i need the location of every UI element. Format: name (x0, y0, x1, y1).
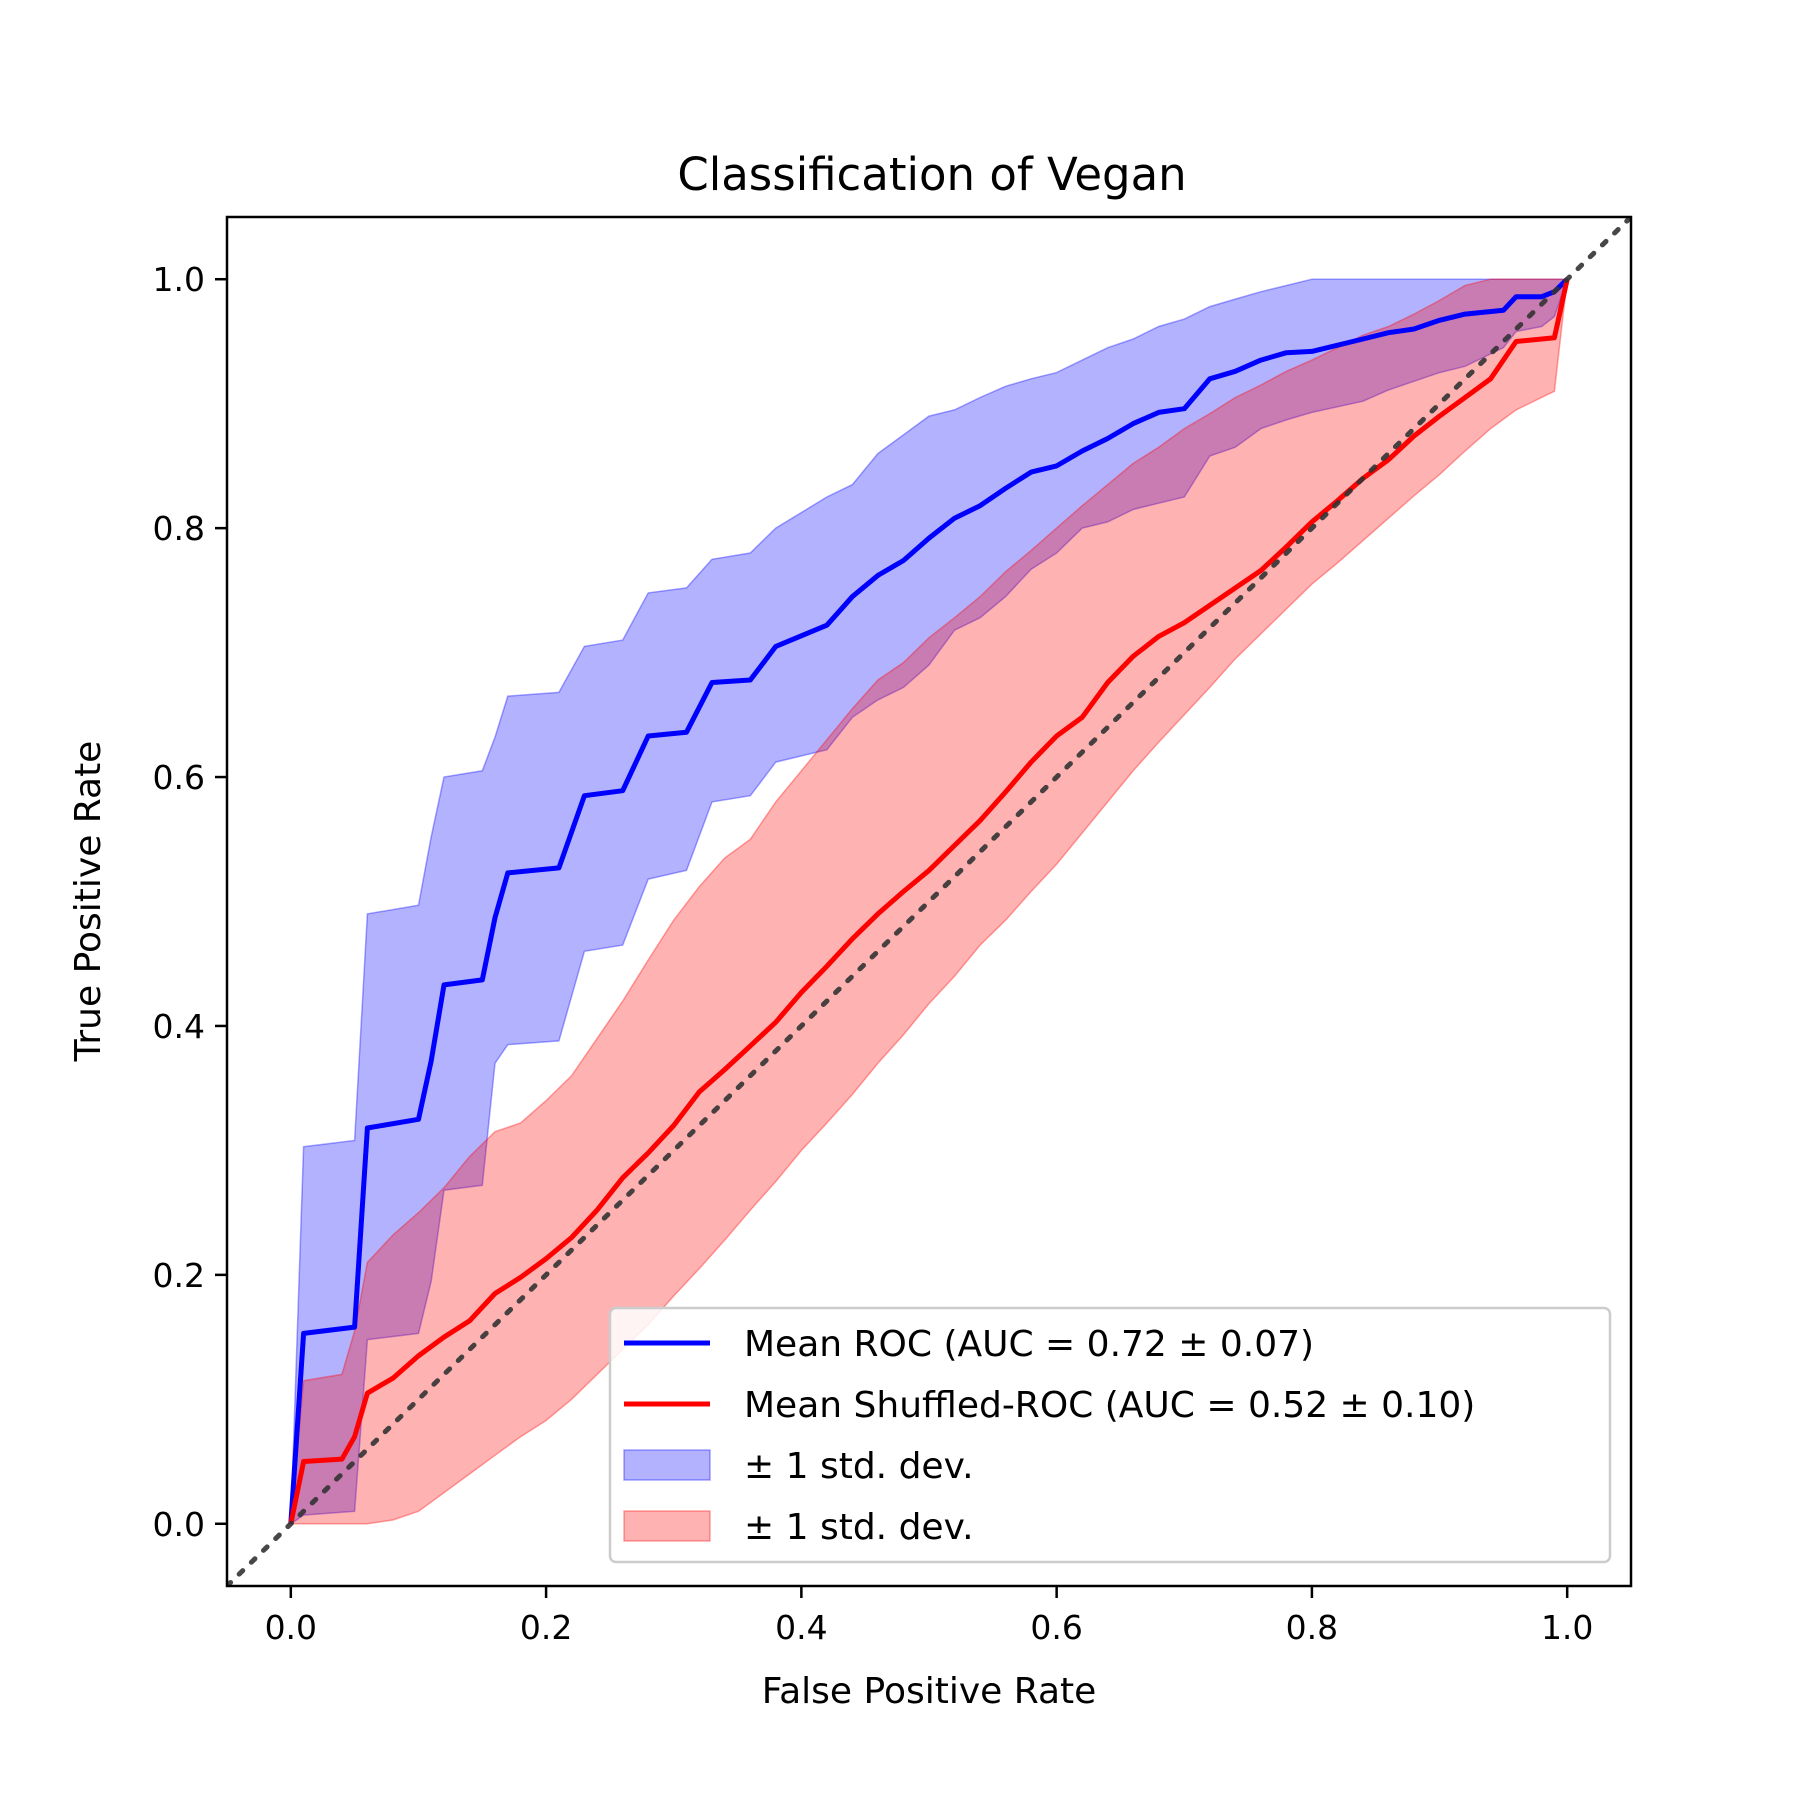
x-axis: 0.0 0.2 0.4 0.6 0.8 1.0 (265, 1586, 1593, 1647)
x-tick-label: 0.8 (1286, 1608, 1338, 1647)
x-tick-label: 0.4 (775, 1608, 827, 1647)
legend-label-std-roc: ± 1 std. dev. (744, 1446, 974, 1487)
y-tick-label: 1.0 (153, 260, 205, 299)
series-lines (227, 217, 1631, 1586)
y-axis: 0.0 0.2 0.4 0.6 0.8 1.0 (153, 260, 227, 1544)
mean-roc-line (288, 277, 1569, 1524)
plot-frame (225, 215, 1633, 1588)
y-tick-label: 0.0 (153, 1505, 205, 1544)
legend-label-std-shuffled: ± 1 std. dev. (744, 1507, 974, 1548)
x-tick-label: 0.0 (265, 1608, 317, 1647)
x-tick-label: 1.0 (1541, 1608, 1593, 1647)
y-tick-label: 0.6 (153, 758, 205, 797)
x-tick-label: 0.2 (520, 1608, 572, 1647)
chart-title: Classification of Vegan (677, 148, 1186, 201)
y-tick-label: 0.4 (153, 1007, 205, 1046)
legend-label-mean-shuffled-roc: Mean Shuffled-ROC (AUC = 0.52 ± 0.10) (744, 1385, 1475, 1426)
legend-label-mean-roc: Mean ROC (AUC = 0.72 ± 0.07) (744, 1324, 1314, 1365)
chance-line (227, 217, 1631, 1586)
legend: Mean ROC (AUC = 0.72 ± 0.07) Mean Shuffle… (608, 1306, 1612, 1564)
legend-swatch-std-shuffled (623, 1510, 711, 1542)
y-axis-title: True Positive Rate (68, 741, 109, 1063)
y-tick-label: 0.2 (153, 1256, 205, 1295)
x-tick-label: 0.6 (1030, 1608, 1082, 1647)
legend-box (608, 1306, 1612, 1564)
y-tick-label: 0.8 (153, 509, 205, 548)
legend-swatch-std-roc (623, 1449, 711, 1481)
x-axis-title: False Positive Rate (762, 1671, 1097, 1712)
